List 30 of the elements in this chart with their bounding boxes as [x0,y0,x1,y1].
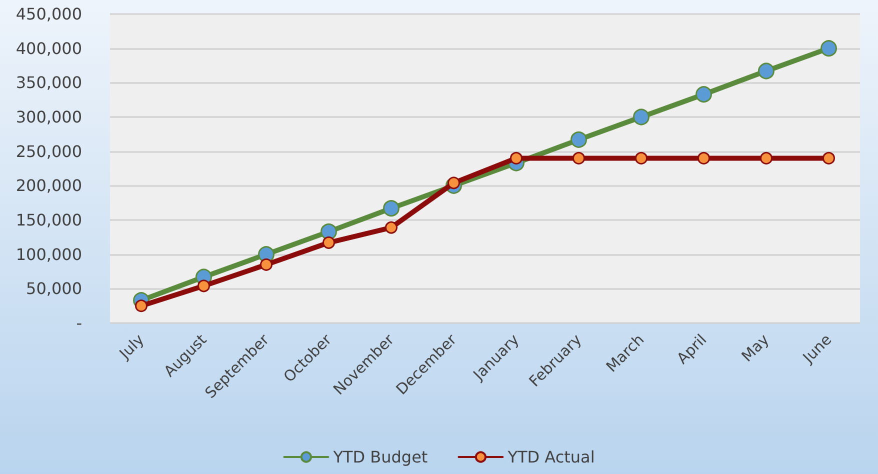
legend-label: YTD Budget [332,448,428,466]
y-tick-label: 200,000 [16,176,82,196]
point [633,108,650,126]
point [383,200,400,217]
point [820,40,837,57]
point [696,86,712,103]
point [698,152,710,164]
y-tick-label: 250,000 [16,142,82,161]
point [260,258,272,271]
point [758,62,774,80]
legend-label: YTD Actual [506,448,595,466]
point [635,152,648,164]
y-tick-label: 450,000 [16,4,82,24]
point [385,221,398,234]
y-tick-label: 150,000 [16,210,82,230]
y-tick-label: 350,000 [16,73,82,92]
point [135,300,148,312]
y-tick-label: - [76,314,82,332]
point [822,152,835,164]
point [198,280,210,292]
y-tick-label: 300,000 [16,108,82,126]
y-tick-label: 50,000 [26,279,82,298]
point [572,152,585,164]
point [760,152,772,164]
point [510,152,522,164]
y-tick-label: 100,000 [16,244,82,264]
point [570,131,587,148]
y-tick-label: 400,000 [16,38,82,58]
point [322,236,335,249]
point [320,223,337,240]
